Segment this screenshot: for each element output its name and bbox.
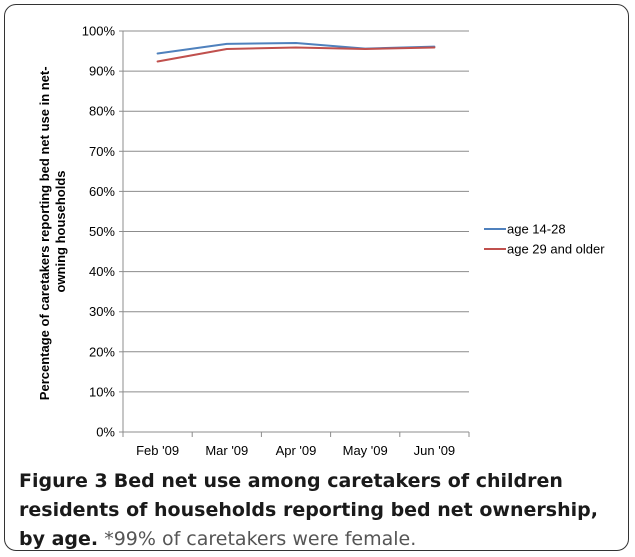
x-tick-label: May '09 bbox=[343, 443, 388, 458]
caption-title: Bed net use among caretakers of children… bbox=[19, 470, 598, 550]
y-axis-label-line2: owning households bbox=[53, 170, 68, 292]
y-axis-label: Percentage of caretakers reporting bed n… bbox=[37, 63, 68, 400]
series-line-2 bbox=[156, 46, 436, 63]
y-axis-label-line1: Percentage of caretakers reporting bed n… bbox=[37, 66, 52, 400]
line-chart: 0% 10% 20% 30% 40% 50% 60% 70% 80% 90% 100% Feb '0… bbox=[37, 24, 605, 459]
figure-caption: Figure 3 Bed net use among caretakers of… bbox=[19, 467, 619, 550]
y-tick-label: 20% bbox=[89, 344, 115, 359]
legend-label: age 14-28 bbox=[507, 222, 566, 237]
caption-note: *99% of caretakers were female. bbox=[104, 528, 417, 550]
series-lines bbox=[156, 42, 436, 63]
y-tick-label: 0% bbox=[96, 425, 115, 440]
x-tick-label: Feb '09 bbox=[136, 443, 179, 458]
y-tick-label: 60% bbox=[89, 184, 115, 199]
y-tick-labels: 0% 10% 20% 30% 40% 50% 60% 70% 80% 90% 100% bbox=[82, 24, 116, 440]
y-tick-label: 80% bbox=[89, 104, 115, 119]
y-tick-label: 90% bbox=[89, 64, 115, 79]
x-tick-label: Mar '09 bbox=[205, 443, 248, 458]
y-tick-label: 70% bbox=[89, 144, 115, 159]
axes bbox=[119, 30, 470, 437]
x-tick-label: Apr '09 bbox=[276, 443, 317, 458]
figure-panel: 0% 10% 20% 30% 40% 50% 60% 70% 80% 90% 100% Feb '0… bbox=[4, 4, 629, 551]
y-tick-label: 30% bbox=[89, 304, 115, 319]
x-tick-label: Jun '09 bbox=[414, 443, 456, 458]
y-tick-label: 10% bbox=[89, 384, 115, 399]
x-tick-labels: Feb '09 Mar '09 Apr '09 May '09 Jun '09 bbox=[136, 443, 455, 458]
y-tick-label: 50% bbox=[89, 224, 115, 239]
legend: age 14-28 age 29 and older bbox=[484, 222, 605, 257]
gridlines bbox=[123, 30, 469, 393]
y-tick-label: 40% bbox=[89, 264, 115, 279]
caption-figure-label: Figure 3 bbox=[19, 470, 108, 492]
legend-label: age 29 and older bbox=[507, 242, 605, 257]
y-tick-label: 100% bbox=[82, 24, 116, 39]
